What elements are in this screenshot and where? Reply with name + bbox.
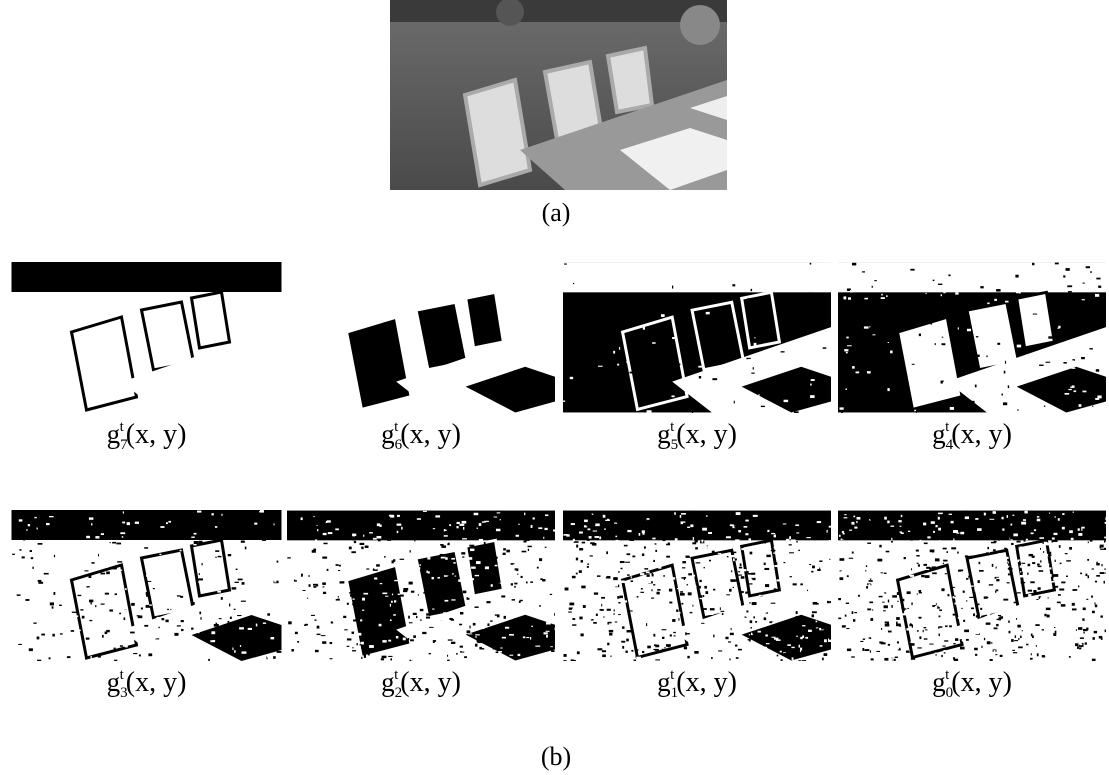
panel-label: g2t(x, y) <box>381 667 461 702</box>
label-base: g <box>381 667 395 697</box>
caption-a: (a) <box>542 198 571 228</box>
label-args: (x, y) <box>400 667 461 698</box>
label-args: (x, y) <box>951 667 1012 698</box>
label-args: (x, y) <box>676 667 737 698</box>
label-args: (x, y) <box>126 667 187 698</box>
label-base: g <box>932 667 946 697</box>
label-base: g <box>657 667 671 697</box>
bit-plane-image <box>838 262 1106 413</box>
label-base: g <box>107 419 121 449</box>
bit-plane-image <box>10 510 283 661</box>
caption-b: (b) <box>541 742 571 772</box>
label-base: g <box>932 419 946 449</box>
label-sup: t <box>394 419 398 435</box>
panel-label: g1t(x, y) <box>657 667 737 702</box>
bit-plane-image <box>287 510 555 661</box>
label-sup: t <box>120 667 124 683</box>
panel-label: g4t(x, y) <box>932 419 1012 454</box>
label-base: g <box>657 419 671 449</box>
label-args: (x, y) <box>951 419 1012 450</box>
panel-label: g0t(x, y) <box>932 667 1012 702</box>
label-sup: t <box>670 419 674 435</box>
photo <box>390 0 727 190</box>
bit-plane-image <box>10 262 283 413</box>
panel-label: g3t(x, y) <box>107 667 187 702</box>
panel-label: g5t(x, y) <box>657 419 737 454</box>
label-args: (x, y) <box>126 419 187 450</box>
label-base: g <box>107 667 121 697</box>
bit-plane-image <box>287 262 555 413</box>
label-args: (x, y) <box>676 419 737 450</box>
figure: (a) (b) (() => { const data = JSON.parse… <box>0 0 1109 775</box>
label-sup: t <box>120 419 124 435</box>
label-sup: t <box>945 419 949 435</box>
label-sup: t <box>945 667 949 683</box>
bit-plane-image <box>838 510 1106 661</box>
bit-plane-image <box>563 262 831 413</box>
label-sup: t <box>670 667 674 683</box>
panel-label: g7t(x, y) <box>107 419 187 454</box>
panel-label: g6t(x, y) <box>381 419 461 454</box>
bit-plane-image <box>563 510 831 661</box>
label-base: g <box>381 419 395 449</box>
label-sup: t <box>394 667 398 683</box>
label-args: (x, y) <box>400 419 461 450</box>
